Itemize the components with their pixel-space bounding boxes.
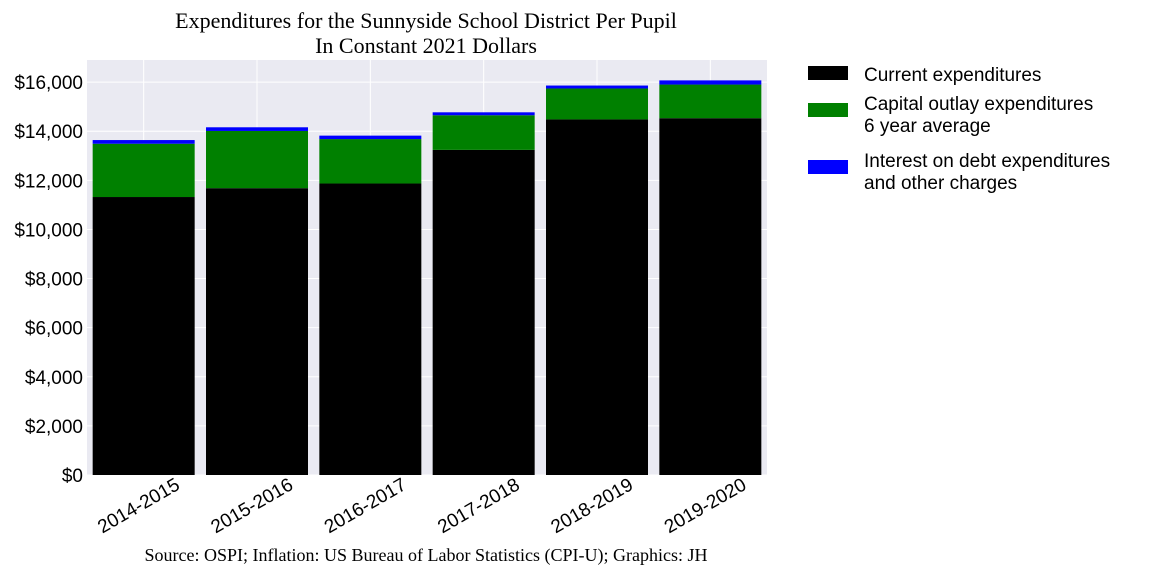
chart-title-line-2: In Constant 2021 Dollars — [315, 33, 537, 58]
bar-segment-series-0 — [92, 197, 195, 475]
bar-segment-series-2 — [319, 135, 422, 140]
bar-segment-series-2 — [92, 140, 195, 144]
source-note: Source: OSPI; Inflation: US Bureau of La… — [145, 545, 708, 566]
y-tick-label: $8,000 — [25, 270, 83, 291]
y-tick-label: $10,000 — [14, 220, 83, 241]
bar-segment-series-0 — [659, 118, 762, 475]
legend-label: Capital outlay expenditures — [864, 94, 1093, 115]
y-tick-label: $6,000 — [25, 319, 83, 340]
bar-segment-series-1 — [659, 84, 762, 119]
y-tick-label: $12,000 — [14, 171, 83, 192]
y-tick-label: $0 — [62, 466, 83, 487]
x-tick-label: 2018-2019 — [548, 474, 637, 538]
bar-segment-series-2 — [432, 112, 535, 116]
legend-label: Current expenditures — [864, 65, 1041, 86]
legend-swatch — [808, 103, 848, 117]
bar-segment-series-2 — [659, 80, 762, 85]
chart-title-line-1: Expenditures for the Sunnyside School Di… — [175, 8, 677, 33]
x-tick-label: 2019-2020 — [661, 474, 750, 538]
x-tick-label: 2016-2017 — [321, 474, 410, 538]
bar-segment-series-1 — [92, 143, 195, 198]
legend-label: and other charges — [864, 173, 1017, 194]
legend-label: Interest on debt expenditures — [864, 151, 1110, 172]
bar-segment-series-1 — [546, 88, 648, 120]
bar-segment-series-0 — [546, 119, 648, 476]
bar-segment-series-0 — [432, 149, 535, 475]
legend-swatch — [808, 66, 848, 80]
x-axis: 2014-2015 2015-2016 2016-2017 2017-2018 2018… — [94, 474, 750, 538]
bar-segment-series-2 — [546, 85, 648, 89]
y-axis: $0 $2,000 $4,000 $6,000 $8,000 $10,000 $12,000… — [14, 73, 83, 487]
x-tick-label: 2014-2015 — [94, 474, 183, 538]
bar-segment-series-0 — [206, 188, 308, 476]
y-tick-label: $2,000 — [25, 417, 83, 438]
legend-label: 6 year average — [864, 116, 991, 137]
x-tick-label: 2015-2016 — [208, 474, 297, 538]
bar-segment-series-0 — [319, 183, 422, 475]
bar-segment-series-1 — [319, 139, 422, 184]
bars — [92, 80, 762, 476]
y-tick-label: $4,000 — [25, 368, 83, 389]
legend: Current expenditures Capital outlay expen… — [808, 65, 1110, 194]
bar-segment-series-2 — [206, 127, 308, 131]
y-tick-label: $16,000 — [14, 73, 83, 94]
bar-segment-series-1 — [206, 130, 308, 189]
plot-area — [87, 60, 767, 475]
bar-segment-series-1 — [432, 115, 535, 150]
legend-swatch — [808, 160, 848, 174]
y-tick-label: $14,000 — [14, 122, 83, 143]
x-tick-label: 2017-2018 — [434, 474, 523, 538]
